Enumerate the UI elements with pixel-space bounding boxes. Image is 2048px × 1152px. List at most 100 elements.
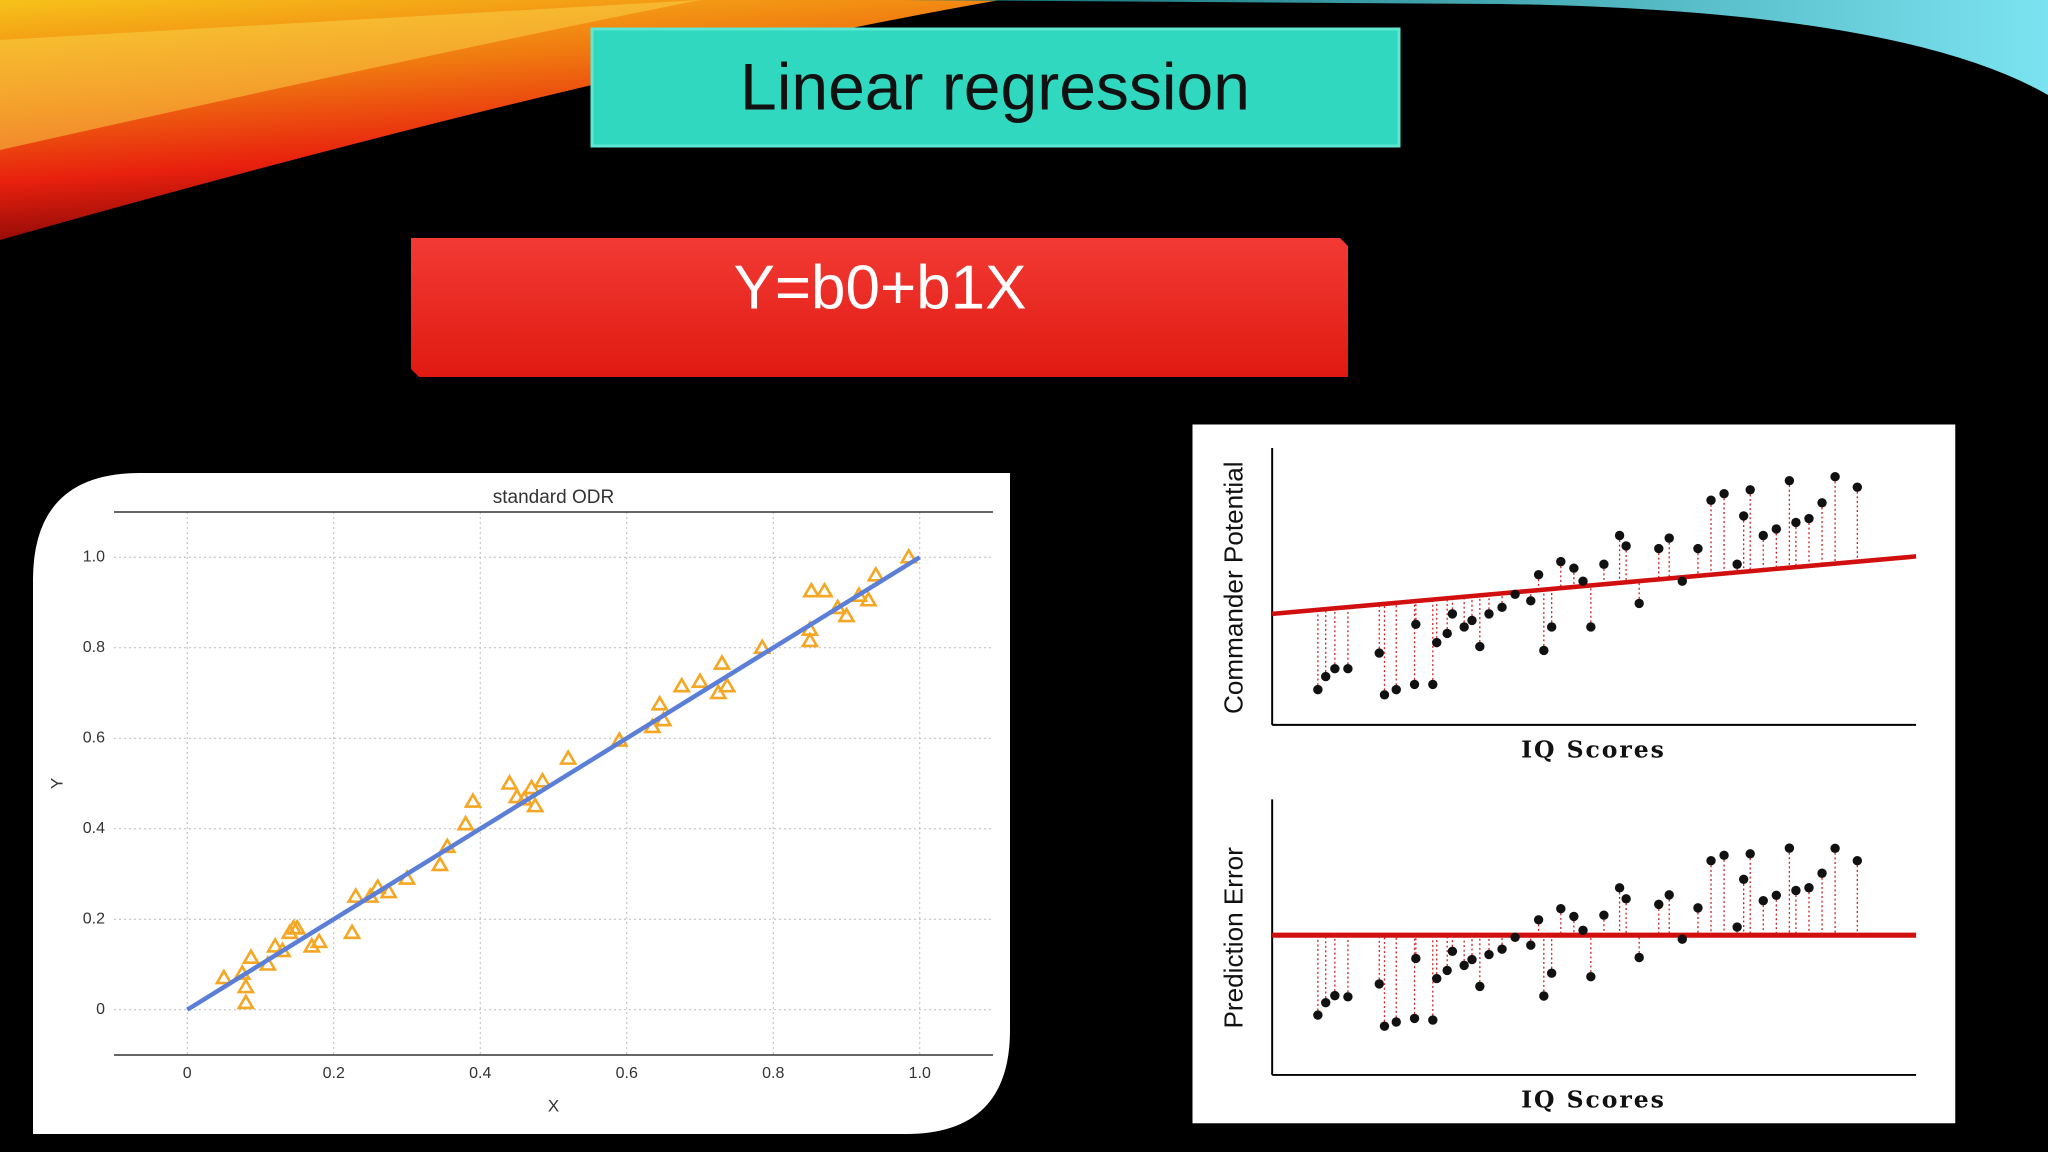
figure-background (1192, 424, 1956, 1124)
x-tick-label: 0.8 (762, 1065, 784, 1082)
illustration-dot (1693, 543, 1703, 554)
illustration-dot (1533, 915, 1544, 925)
illustration-dot (1432, 973, 1442, 984)
data-point (533, 771, 552, 788)
x-tick-label: 1.0 (909, 1065, 931, 1082)
illustration-dot (1599, 910, 1609, 920)
illustration-dot (1852, 482, 1863, 492)
illustration-dot (1664, 533, 1674, 543)
y-axis-label: Y (47, 778, 66, 789)
illustration-dot (1379, 1021, 1390, 1031)
illustration-dot (1330, 664, 1340, 674)
regression-line (1271, 554, 1917, 617)
data-point (302, 936, 322, 953)
illustration-dot (1539, 645, 1549, 656)
illustration-dot (1804, 513, 1814, 524)
illustration-dot (1677, 576, 1687, 586)
illustration-dot (1374, 648, 1384, 658)
illustration-dot (1758, 530, 1768, 541)
illustration-dot (1428, 679, 1438, 690)
figure-y-label: Prediction Error (1218, 847, 1248, 1029)
illustration-dot (1791, 885, 1801, 896)
data-point (507, 787, 527, 804)
illustration-dot (1467, 954, 1477, 965)
illustration-dot (1343, 664, 1353, 674)
illustration-dot (1804, 883, 1814, 893)
y-tick-label: 0.6 (83, 729, 105, 746)
data-point (859, 590, 878, 607)
illustration-dot (1526, 940, 1536, 950)
illustration-dot (1664, 890, 1674, 900)
data-point (672, 676, 691, 693)
x-tick-label: 0.2 (323, 1065, 345, 1082)
swirl (900, 0, 2048, 95)
x-tick-label: 0 (183, 1065, 192, 1082)
illustration-dot (1409, 679, 1420, 690)
illustration-dot (1614, 530, 1625, 541)
illustration-dot (1758, 895, 1768, 906)
data-point (815, 581, 834, 598)
data-point (712, 654, 732, 670)
illustration-dot (1621, 541, 1631, 551)
illustration-dot (1321, 997, 1331, 1008)
illustration-dot (1599, 559, 1609, 569)
figure-x-label: IQ Scores (1521, 1086, 1666, 1114)
illustration-dot (1784, 843, 1795, 853)
illustration-dot (1654, 899, 1664, 910)
x-axis-label: X (548, 1096, 559, 1115)
illustration-dot (1497, 602, 1507, 613)
data-point (236, 993, 256, 1010)
data-point (690, 672, 710, 688)
data-point (558, 749, 578, 765)
illustration-dot (1817, 498, 1827, 508)
data-point (265, 936, 285, 953)
illustration-dot (1614, 883, 1625, 893)
illustration-dot (1771, 524, 1782, 534)
illustration-dot (1852, 856, 1863, 866)
illustration-dot (1432, 637, 1442, 648)
data-point (342, 923, 362, 940)
figure: Commander Potential IQ Scores (1218, 447, 1917, 764)
illustration-dot (1719, 850, 1729, 861)
chart-title: standard ODR (493, 487, 614, 508)
data-point (309, 932, 329, 949)
figure-y-label: Commander Potential (1218, 461, 1248, 714)
illustration-dot (1546, 622, 1557, 632)
data-point (650, 694, 669, 711)
illustration-dot (1442, 965, 1452, 976)
slide-title: Linear regression (740, 49, 1250, 123)
illustration-dot (1510, 932, 1520, 942)
y-tick-label: 0.8 (83, 639, 105, 656)
illustration-dot (1578, 576, 1588, 586)
data-point (525, 796, 545, 813)
illustration-dot (1447, 609, 1458, 619)
illustration-dot (1738, 511, 1749, 521)
data-point (287, 918, 307, 935)
illustration-dot (1428, 1015, 1438, 1025)
illustration-dot (1533, 569, 1544, 580)
data-point (346, 887, 365, 903)
figure: Prediction Error IQ Scores (1218, 799, 1917, 1114)
illustration-dot (1484, 949, 1494, 960)
illustration-dot (1569, 911, 1579, 922)
illustration-dot (1706, 856, 1716, 866)
y-tick-label: 1.0 (83, 548, 105, 565)
data-point (463, 792, 483, 808)
title-box (590, 27, 1401, 148)
illustration-dot (1791, 517, 1801, 528)
illustration-dot (1475, 641, 1485, 652)
illustration-dot (1830, 472, 1840, 482)
data-point (241, 948, 261, 965)
illustration-dot (1677, 934, 1687, 944)
swirl (0, 0, 700, 150)
illustration-dot (1374, 979, 1384, 989)
data-point (456, 814, 475, 831)
illustration-dot (1411, 953, 1421, 964)
illustration-dot (1343, 992, 1353, 1002)
illustration-dot (1391, 1017, 1401, 1027)
illustration-dot (1459, 960, 1469, 971)
illustration-dot (1586, 622, 1596, 632)
data-point (236, 977, 256, 994)
illustration-dot (1484, 609, 1494, 619)
